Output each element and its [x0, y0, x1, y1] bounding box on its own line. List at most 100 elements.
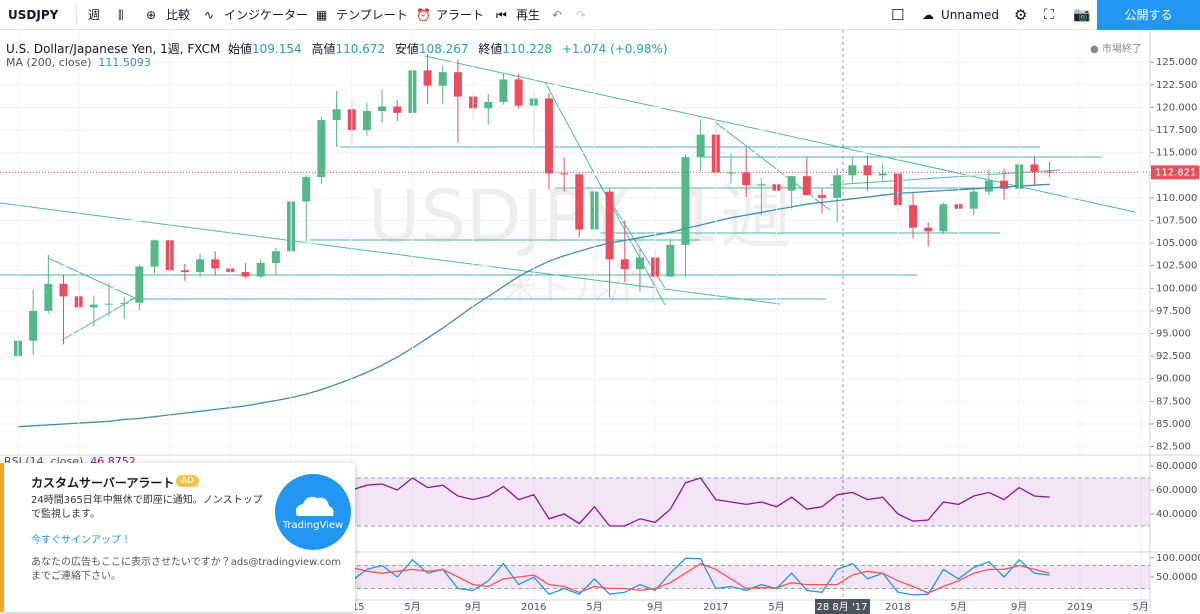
high-label: 高値: [311, 42, 336, 56]
candle-body: [514, 79, 523, 106]
layout-name[interactable]: Unnamed: [941, 8, 1000, 22]
y-tick-label: 100.0000: [1156, 553, 1200, 564]
candle-body: [742, 172, 751, 186]
candle-body: [135, 266, 144, 303]
last-price-label: 112.821: [1155, 167, 1196, 178]
ad-tag: AD: [176, 475, 200, 487]
low-label: 安値: [394, 42, 419, 56]
layout-toggle[interactable]: ☐: [891, 6, 905, 24]
legend: U.S. Dollar/Japanese Yen, 1週, FXCM 始値109…: [6, 40, 674, 57]
separator: [76, 5, 77, 25]
crosshair-label-bg: [815, 599, 870, 614]
candle-body: [620, 259, 629, 270]
publish-button[interactable]: 公開する: [1097, 0, 1200, 30]
candle-body: [484, 102, 493, 109]
indicator-icon: ∿: [204, 8, 215, 22]
candle-body: [848, 165, 857, 176]
candle-body: [863, 165, 872, 176]
candle-body: [635, 257, 644, 270]
interval[interactable]: 週: [88, 8, 101, 22]
ad-brand: TradingView: [282, 520, 344, 531]
candle-body: [393, 106, 402, 113]
cloud-shape: [295, 496, 334, 516]
candle-body: [256, 262, 265, 277]
candle-body: [1030, 164, 1039, 172]
fullscreen[interactable]: ⛶: [1044, 7, 1054, 23]
x-tick-label: 5月: [586, 601, 602, 613]
candle-body: [302, 177, 311, 202]
symbol[interactable]: USDJPY: [8, 8, 59, 22]
alerts[interactable]: アラート: [436, 8, 485, 22]
x-tick-label: 9月: [1011, 601, 1027, 613]
candle-body: [150, 240, 159, 267]
y-tick-label: 102.500: [1156, 261, 1197, 272]
candle-body: [438, 72, 447, 86]
settings[interactable]: ⚙: [1014, 6, 1028, 24]
snapshot[interactable]: 📷: [1073, 7, 1091, 23]
ad-footer: あなたの広告もここに表示させたいですか？ads@tradingview.com …: [31, 557, 342, 582]
candle-body: [499, 79, 508, 103]
replay[interactable]: 再生: [516, 8, 541, 22]
market-status-text: 市場終了: [1101, 44, 1142, 55]
compare[interactable]: 比較: [166, 8, 191, 22]
y-tick-label: 97.500: [1156, 306, 1191, 317]
candle-body: [757, 184, 766, 186]
candle-body: [120, 302, 129, 304]
ad-banner[interactable]: カスタムサーバーアラート AD 24時間365日年中無休で即座に通知。ノンストッ…: [0, 463, 355, 612]
open-label: 始値: [227, 42, 252, 56]
high-value: 110.672: [335, 42, 386, 56]
candle-body: [89, 304, 98, 308]
x-tick-label: 2019: [1067, 602, 1092, 613]
low-value: 108.267: [418, 42, 469, 56]
crosshair-label: 28 8月 '17: [817, 601, 868, 613]
candle-body: [984, 180, 993, 192]
y-tick-label: 92.500: [1156, 351, 1191, 362]
candle-body: [818, 195, 827, 198]
chart-style-icon[interactable]: ⫼: [118, 8, 124, 22]
redo[interactable]: ↷: [576, 8, 587, 22]
candle-body: [787, 176, 796, 191]
trend-line: [61, 297, 136, 341]
alert-icon: ⏰: [416, 8, 431, 22]
ad-body: 24時間365日年中無休で即座に通知。ノンストップで監視します。: [31, 495, 263, 520]
open-value: 109.154: [251, 42, 302, 56]
trend-line: [0, 202, 781, 305]
x-tick-label: 5月: [1132, 601, 1148, 613]
x-tick-label: 5月: [768, 601, 784, 613]
y-tick-label: 40.0000: [1156, 509, 1197, 520]
candle-body: [59, 283, 68, 297]
x-tick-label: 9月: [465, 601, 481, 613]
ma-value: 111.5093: [98, 56, 151, 69]
candle-body: [969, 191, 978, 209]
ad-cta[interactable]: 今すぐサインアップ！: [31, 535, 131, 546]
candle-body: [878, 173, 887, 176]
market-status: ● 市場終了: [1090, 44, 1142, 55]
candle-body: [44, 283, 53, 311]
candle-body: [271, 251, 280, 263]
change: +1.074 (+0.98%): [561, 42, 668, 56]
candle-body: [105, 303, 114, 305]
y-tick-label: 82.500: [1156, 442, 1191, 453]
candle-body: [196, 259, 205, 273]
indicators[interactable]: インジケーター: [224, 8, 309, 22]
y-tick-label: 95.000: [1156, 329, 1191, 340]
candle-body: [1045, 171, 1054, 173]
last-price-bg: [1151, 165, 1199, 180]
y-tick-label: 107.500: [1156, 215, 1197, 226]
candle-body: [924, 227, 933, 232]
templates[interactable]: テンプレート: [336, 8, 408, 22]
candle-body: [802, 176, 811, 196]
y-tick-label: 87.500: [1156, 396, 1191, 407]
trend-line: [47, 257, 136, 299]
close-value: 110.228: [502, 42, 553, 56]
candle-body: [317, 120, 326, 178]
candle-body: [1000, 180, 1009, 189]
y-tick-label: 105.000: [1156, 238, 1197, 249]
y-tick-label: 80.0000: [1156, 461, 1197, 472]
y-tick-label: 100.000: [1156, 283, 1197, 294]
y-tick-label: 122.500: [1156, 80, 1197, 91]
undo[interactable]: ↶: [552, 8, 563, 22]
candle-body: [909, 205, 918, 228]
candle-body: [939, 204, 948, 232]
candle-body: [575, 174, 584, 230]
